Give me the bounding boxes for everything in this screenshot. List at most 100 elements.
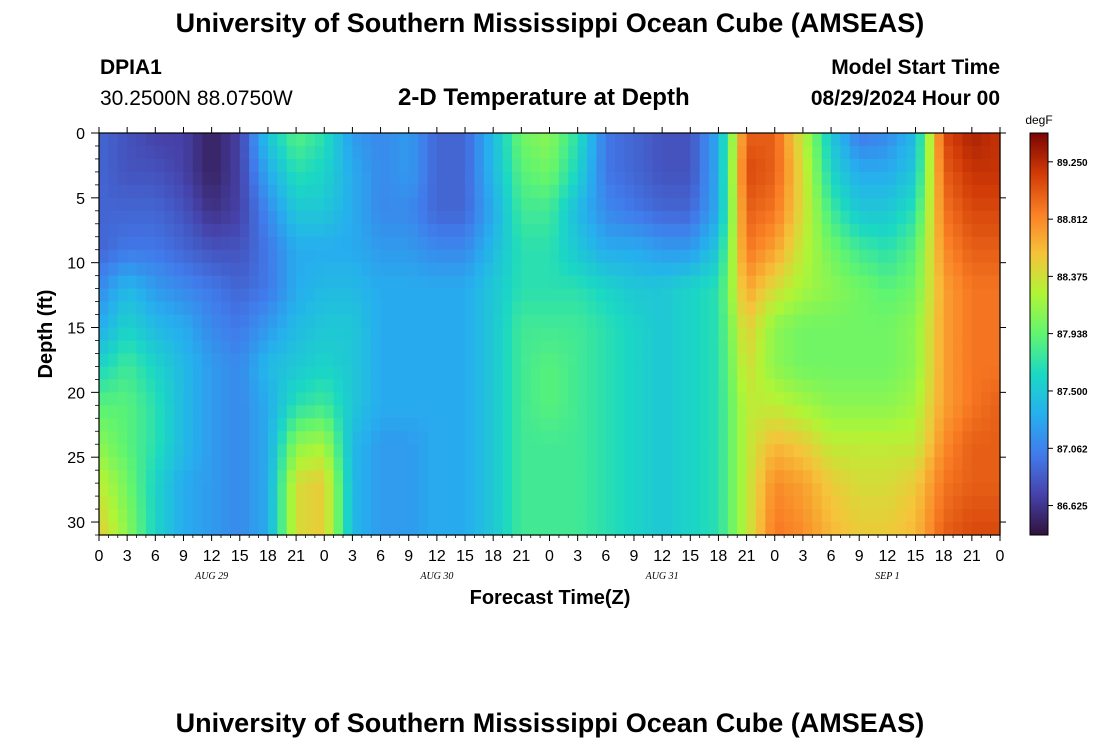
heatmap-cell [709,288,720,303]
heatmap-cell [230,197,241,212]
heatmap-cell [136,431,147,445]
heatmap-cell [568,379,579,393]
heatmap-cell [211,314,222,329]
heatmap-cell [427,392,438,406]
heatmap-cell [887,184,898,199]
heatmap-cell [643,262,654,277]
heatmap-cell [633,444,644,458]
heatmap-cell [652,457,663,471]
heatmap-cell [953,483,964,497]
heatmap-cell [371,210,382,225]
heatmap-cell [145,457,156,471]
heatmap-cell [652,470,663,484]
heatmap-cell [746,522,757,536]
heatmap-cell [680,171,691,186]
heatmap-cell [718,392,729,406]
heatmap-cell [568,210,579,225]
heatmap-cell [455,223,466,238]
heatmap-cell [577,171,588,186]
heatmap-cell [596,496,607,510]
heatmap-cell [296,418,307,432]
heatmap-cell [286,249,297,264]
heatmap-cell [314,418,325,432]
heatmap-cell [558,275,569,290]
heatmap-cell [802,353,813,368]
heatmap-cell [249,275,260,290]
heatmap-cell [915,470,926,484]
heatmap-cell [155,262,166,277]
heatmap-cell [446,457,457,471]
heatmap-cell [183,444,194,458]
heatmap-cell [314,171,325,186]
heatmap-cell [136,522,147,536]
heatmap-cell [436,483,447,497]
heatmap-cell [690,327,701,342]
heatmap-cell [746,275,757,290]
heatmap-cell [108,236,119,251]
heatmap-cell [465,444,476,458]
heatmap-cell [117,379,128,393]
heatmap-cell [849,366,860,380]
heatmap-cell [812,262,823,277]
heatmap-cell [389,210,400,225]
heatmap-cell [239,379,250,393]
heatmap-cell [145,327,156,342]
heatmap-cell [333,314,344,329]
heatmap-cell [305,184,316,199]
heatmap-cell [343,353,354,368]
heatmap-cell [296,353,307,368]
heatmap-cell [690,158,701,173]
heatmap-cell [277,340,288,355]
heatmap-cell [887,496,898,510]
heatmap-cell [690,418,701,432]
heatmap-cell [474,496,485,510]
heatmap-cell [408,262,419,277]
heatmap-cell [474,405,485,419]
heatmap-cell [587,353,598,368]
heatmap-cell [502,249,513,264]
heatmap-cell [671,509,682,523]
heatmap-cell [399,210,410,225]
heatmap-cell [493,314,504,329]
heatmap-cell [577,405,588,419]
heatmap-cell [174,210,185,225]
heatmap-cell [587,418,598,432]
heatmap-cell [849,314,860,329]
heatmap-cell [840,314,851,329]
heatmap-cell [502,366,513,380]
heatmap-cell [953,431,964,445]
heatmap-cell [361,301,372,316]
heatmap-cell [436,405,447,419]
heatmap-cell [690,275,701,290]
heatmap-cell [343,301,354,316]
heatmap-cell [211,158,222,173]
heatmap-cell [990,275,1001,290]
heatmap-cell [877,249,888,264]
heatmap-cell [849,431,860,445]
heatmap-cell [211,145,222,160]
heatmap-cell [446,496,457,510]
heatmap-cell [343,236,354,251]
heatmap-cell [558,379,569,393]
heatmap-cell [615,431,626,445]
x-tick-label: 21 [738,548,756,565]
heatmap-cell [436,340,447,355]
heatmap-cell [699,223,710,238]
heatmap-cell [633,392,644,406]
heatmap-cell [802,197,813,212]
heatmap-cell [812,145,823,160]
heatmap-cell [662,262,673,277]
heatmap-cell [652,288,663,303]
heatmap-cell [643,431,654,445]
heatmap-cell [493,158,504,173]
heatmap-cell [990,496,1001,510]
heatmap-cell [136,340,147,355]
heatmap-cell [408,210,419,225]
heatmap-cell [924,210,935,225]
heatmap-cell [849,405,860,419]
heatmap-cell [446,249,457,264]
heatmap-cell [924,197,935,212]
heatmap-cell [277,444,288,458]
heatmap-cell [737,444,748,458]
heatmap-cell [971,496,982,510]
